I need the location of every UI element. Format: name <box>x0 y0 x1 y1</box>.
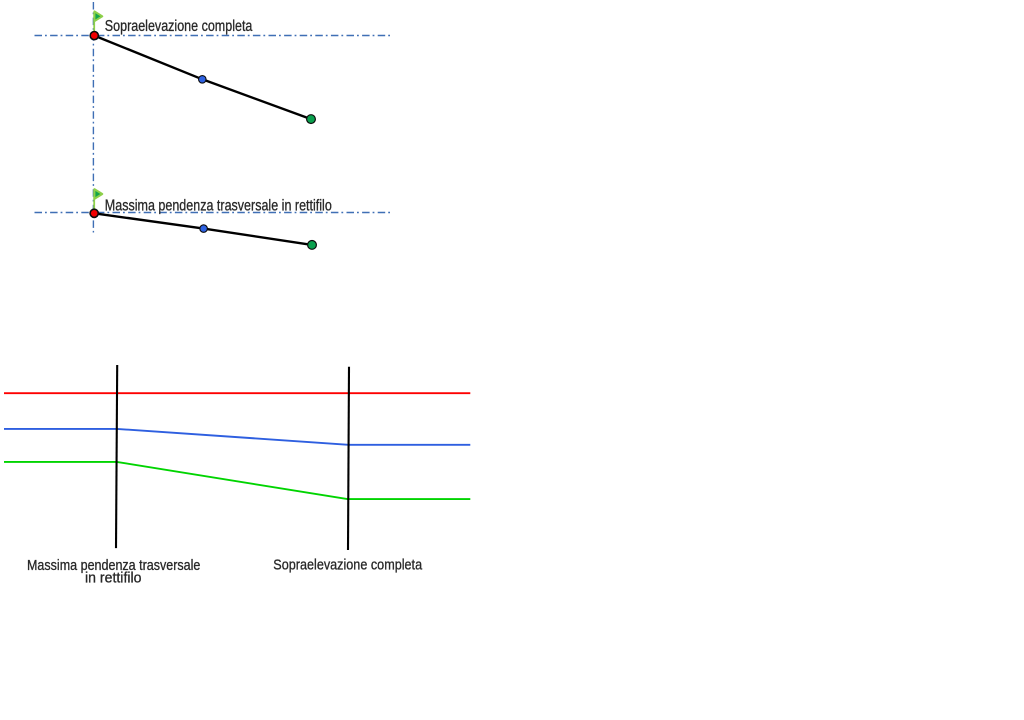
svg-text:in rettifilo: in rettifilo <box>85 571 142 587</box>
svg-text:Massima pendenza trasversale: Massima pendenza trasversale <box>27 558 200 574</box>
svg-text:Sopraelevazione completa: Sopraelevazione completa <box>273 558 422 574</box>
svg-text:Massima pendenza trasversale i: Massima pendenza trasversale in rettifil… <box>105 198 332 215</box>
svg-text:Sopraelevazione completa: Sopraelevazione completa <box>105 18 253 35</box>
